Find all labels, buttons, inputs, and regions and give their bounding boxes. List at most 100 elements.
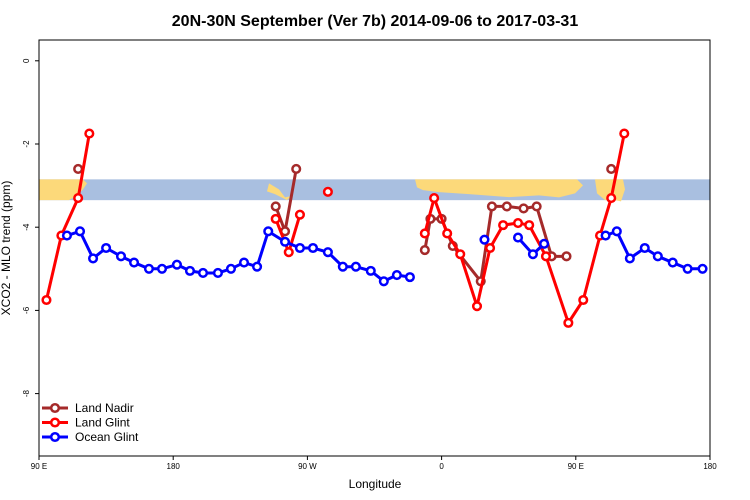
map-land-3 (415, 179, 583, 198)
land-nadir-point (486, 201, 497, 212)
ocean-glint-point (539, 238, 550, 249)
x-tick-label: 180 (167, 462, 181, 471)
land-nadir-point (561, 251, 572, 262)
land-nadir-point (518, 203, 529, 214)
x-tick-label: 180 (703, 462, 717, 471)
y-tick-label: -2 (22, 140, 31, 148)
map-land-2 (267, 183, 291, 201)
land-glint-point (512, 217, 524, 229)
ocean-glint-point (682, 263, 693, 274)
ocean-glint-point (350, 261, 361, 272)
land-nadir-point (501, 201, 512, 212)
ocean-glint-point (238, 257, 250, 268)
ocean-glint-point (197, 267, 209, 279)
land-glint-point (540, 251, 552, 262)
ocean-glint-point (61, 230, 73, 241)
ocean-glint-point (156, 263, 168, 274)
ocean-glint-point (115, 251, 127, 262)
ocean-glint-point (611, 226, 622, 237)
land-nadir-point (419, 245, 430, 256)
ocean-glint-point (391, 269, 402, 281)
land-nadir-point (606, 163, 617, 175)
land-glint-point (283, 247, 294, 258)
legend-marker-land-nadir (49, 402, 61, 414)
land-glint-point (442, 228, 453, 239)
land-glint-point (429, 193, 440, 204)
land-glint-point (485, 242, 496, 254)
ocean-glint-point (279, 236, 291, 247)
ocean-glint-point (378, 276, 389, 287)
y-tick-label: -8 (22, 389, 31, 397)
ocean-glint-point (667, 257, 678, 268)
land-glint-point (41, 294, 52, 306)
ocean-glint-point (225, 263, 237, 274)
ocean-glint-point (652, 251, 663, 262)
land-glint-point (563, 317, 574, 328)
ocean-glint-point (512, 232, 524, 243)
land-nadir-point (291, 163, 302, 175)
ocean-glint-point (337, 261, 348, 272)
y-tick-label: -4 (22, 223, 31, 231)
land-glint-point (471, 301, 483, 312)
ocean-glint-point (365, 265, 376, 276)
ocean-glint-point (143, 263, 155, 274)
land-nadir-point (270, 201, 281, 212)
land-glint-point (498, 220, 509, 231)
y-tick-label: 0 (22, 58, 31, 63)
y-axis: 0 -2 -4 -6 -8 (22, 58, 39, 397)
ocean-glint-point (639, 242, 650, 254)
x-tick-label: 0 (439, 462, 444, 471)
ocean-glint-point (88, 253, 99, 264)
ocean-glint-point (404, 272, 415, 283)
land-glint-point (419, 228, 430, 239)
ocean-glint-line (605, 229, 703, 271)
series-layer (41, 128, 708, 328)
plot-frame (38, 39, 711, 457)
ocean-glint-point (129, 257, 140, 268)
ocean-glint-point (294, 242, 305, 254)
land-glint-point (524, 220, 535, 231)
legend-label-land-glint: Land Glint (75, 416, 130, 430)
x-axis-label: Longitude (349, 477, 402, 491)
land-glint-point (606, 193, 617, 204)
series-land-glint (41, 128, 630, 328)
x-axis: 90 E 180 90 W 0 90 E 180 (31, 456, 717, 471)
land-glint-point (619, 128, 630, 139)
ocean-glint-point (624, 253, 635, 264)
y-tick-label: -6 (22, 306, 31, 314)
land-glint-line (44, 133, 91, 301)
legend-label-ocean-glint: Ocean Glint (75, 430, 139, 444)
ocean-glint-point (600, 230, 611, 241)
chart-title: 20N-30N September (Ver 7b) 2014-09-06 to… (172, 13, 579, 30)
land-nadir-point (73, 163, 84, 175)
land-glint-point (578, 294, 589, 306)
land-glint-point (455, 249, 466, 260)
ocean-glint-point (74, 226, 86, 237)
legend-label-land-nadir: Land Nadir (75, 401, 134, 415)
land-glint-point (84, 128, 95, 139)
ocean-glint-point (184, 265, 196, 276)
ocean-glint-point (527, 249, 538, 260)
x-tick-label: 90 E (31, 462, 47, 471)
ocean-glint-point (322, 247, 333, 258)
land-glint-line (423, 133, 626, 325)
x-tick-label: 90 E (568, 462, 584, 471)
ocean-glint-point (263, 226, 274, 237)
land-glint-point (294, 209, 305, 220)
ocean-glint-point (101, 242, 112, 254)
ocean-glint-point (171, 259, 182, 270)
land-nadir-point (531, 201, 542, 212)
land-glint-point (270, 213, 281, 224)
ocean-glint-point (307, 242, 319, 254)
ocean-glint-point (212, 267, 223, 279)
ocean-glint-point (697, 263, 708, 274)
land-glint-point (322, 186, 333, 197)
map-land-4 (595, 179, 625, 202)
legend-marker-ocean-glint (49, 431, 61, 443)
ocean-glint-point (252, 261, 263, 272)
land-glint-point (73, 193, 84, 204)
series-ocean-glint (61, 226, 708, 287)
ocean-glint-point (479, 234, 490, 245)
